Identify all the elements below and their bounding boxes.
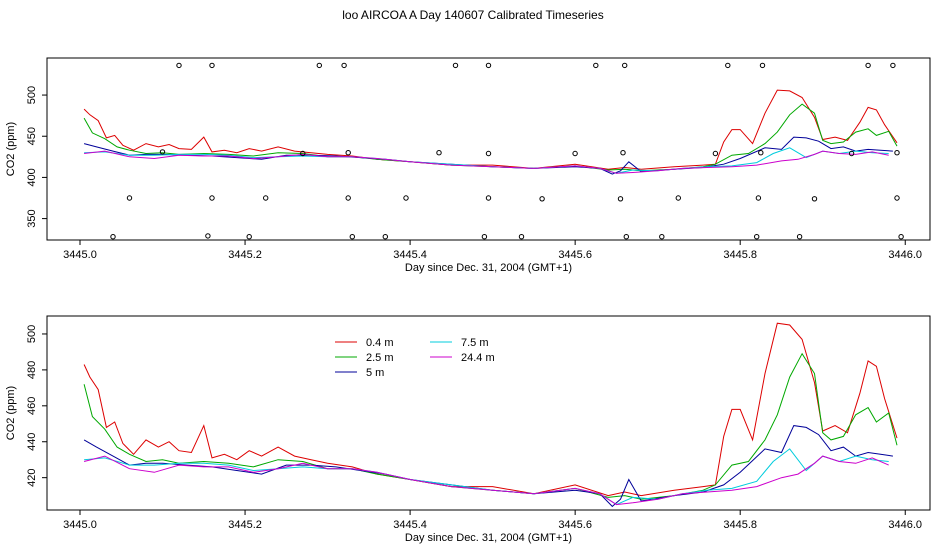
x-tick-label: 3445.6 — [558, 519, 592, 531]
data-marker — [209, 195, 215, 201]
data-marker — [485, 150, 492, 157]
legend-label: 7.5 m — [461, 337, 489, 349]
data-marker — [675, 195, 681, 201]
data-marker — [572, 150, 578, 157]
data-marker — [620, 150, 626, 156]
x-tick-label: 3445.2 — [228, 519, 262, 531]
data-marker — [436, 150, 442, 156]
data-marker — [811, 196, 818, 202]
data-marker — [894, 195, 900, 201]
legend-label: 5 m — [366, 367, 384, 379]
x-tick-label: 3445.0 — [63, 249, 97, 261]
data-marker — [725, 62, 731, 69]
y-axis-label: CO2 (ppm) — [5, 386, 17, 440]
y-tick-label: 500 — [26, 325, 38, 343]
data-marker — [623, 234, 629, 240]
data-marker — [485, 62, 492, 69]
data-marker — [316, 62, 322, 69]
series-line-24-4-m-m — [84, 150, 889, 174]
top-panel: 3445.0 3445.2 3445.4 3445.6 3445.8 3446.0 350 4… — [5, 57, 931, 274]
series-line-5-m-m — [83, 425, 893, 508]
data-marker — [518, 234, 525, 240]
series-line-0-4-m-m — [83, 322, 898, 497]
data-marker — [659, 234, 665, 240]
data-marker — [159, 149, 166, 155]
x-axis-label: Day since Dec. 31, 2004 (GMT+1) — [405, 262, 572, 274]
series-line-24-4-m-m — [83, 455, 889, 506]
y-tick-label: 400 — [26, 168, 38, 186]
x-tick-label: 3445.8 — [723, 249, 757, 261]
data-marker — [894, 150, 900, 156]
x-tick-label: 3445.2 — [228, 249, 262, 261]
series-line-7-5-m-m — [84, 147, 889, 174]
x-tick-label: 3445.4 — [393, 249, 427, 261]
data-marker — [890, 62, 896, 69]
data-marker — [263, 195, 269, 201]
data-marker — [176, 62, 182, 69]
data-marker — [403, 195, 409, 201]
data-marker — [485, 195, 492, 201]
x-tick-label: 3446.0 — [888, 249, 922, 261]
x-tick-label: 3445.4 — [393, 519, 427, 531]
data-marker — [754, 234, 760, 240]
data-marker — [481, 234, 488, 240]
x-tick-label: 3446.0 — [888, 519, 922, 531]
y-tick-label: 420 — [26, 468, 38, 486]
data-marker — [865, 62, 871, 69]
data-marker — [382, 234, 388, 240]
y-tick-label: 460 — [26, 397, 38, 415]
chart-title: loo AIRCOA A Day 140607 Calibrated Times… — [342, 8, 603, 22]
data-marker — [593, 62, 599, 69]
data-marker — [755, 195, 762, 201]
data-marker — [622, 62, 628, 69]
series-line-0-4-m-m — [83, 89, 898, 170]
data-marker — [712, 150, 719, 157]
data-marker — [345, 195, 351, 201]
legend: 0.4 m 2.5 m 5 m 7.5 m 24.4 m — [335, 337, 495, 379]
bottom-panel: 3445.0 3445.2 3445.4 3445.6 3445.8 3446.0 420 4… — [5, 315, 931, 544]
data-marker — [300, 150, 306, 157]
data-marker — [898, 234, 904, 240]
data-marker — [758, 150, 764, 156]
x-tick-label: 3445.8 — [723, 519, 757, 531]
data-marker — [110, 234, 116, 240]
x-axis-label: Day since Dec. 31, 2004 (GMT+1) — [405, 532, 572, 544]
series-line-2-5-m-m — [83, 103, 898, 172]
data-marker — [246, 234, 252, 240]
x-tick-label: 3445.0 — [63, 519, 97, 531]
data-marker — [349, 234, 355, 240]
y-tick-label: 440 — [26, 433, 38, 451]
series-line-7-5-m-m — [84, 448, 889, 506]
legend-label: 2.5 m — [366, 352, 394, 364]
data-marker — [452, 62, 459, 69]
data-marker — [209, 62, 215, 69]
data-marker — [759, 62, 766, 69]
y-tick-label: 500 — [26, 86, 38, 104]
data-marker — [341, 62, 347, 69]
data-marker — [126, 195, 133, 201]
x-tick-label: 3445.6 — [558, 249, 592, 261]
data-marker — [848, 150, 855, 157]
series-line-2-5-m-m — [83, 352, 898, 500]
data-marker — [796, 234, 803, 240]
data-marker — [345, 150, 351, 156]
y-tick-label: 350 — [26, 209, 38, 227]
y-axis-label: CO2 (ppm) — [5, 122, 17, 176]
data-marker — [617, 196, 624, 202]
data-marker — [539, 196, 545, 202]
plot-frame — [46, 315, 931, 511]
data-marker — [205, 233, 211, 239]
y-tick-label: 450 — [26, 127, 38, 145]
plot-frame — [46, 57, 931, 241]
legend-label: 24.4 m — [461, 352, 495, 364]
legend-label: 0.4 m — [366, 337, 394, 349]
y-tick-label: 480 — [26, 361, 38, 379]
